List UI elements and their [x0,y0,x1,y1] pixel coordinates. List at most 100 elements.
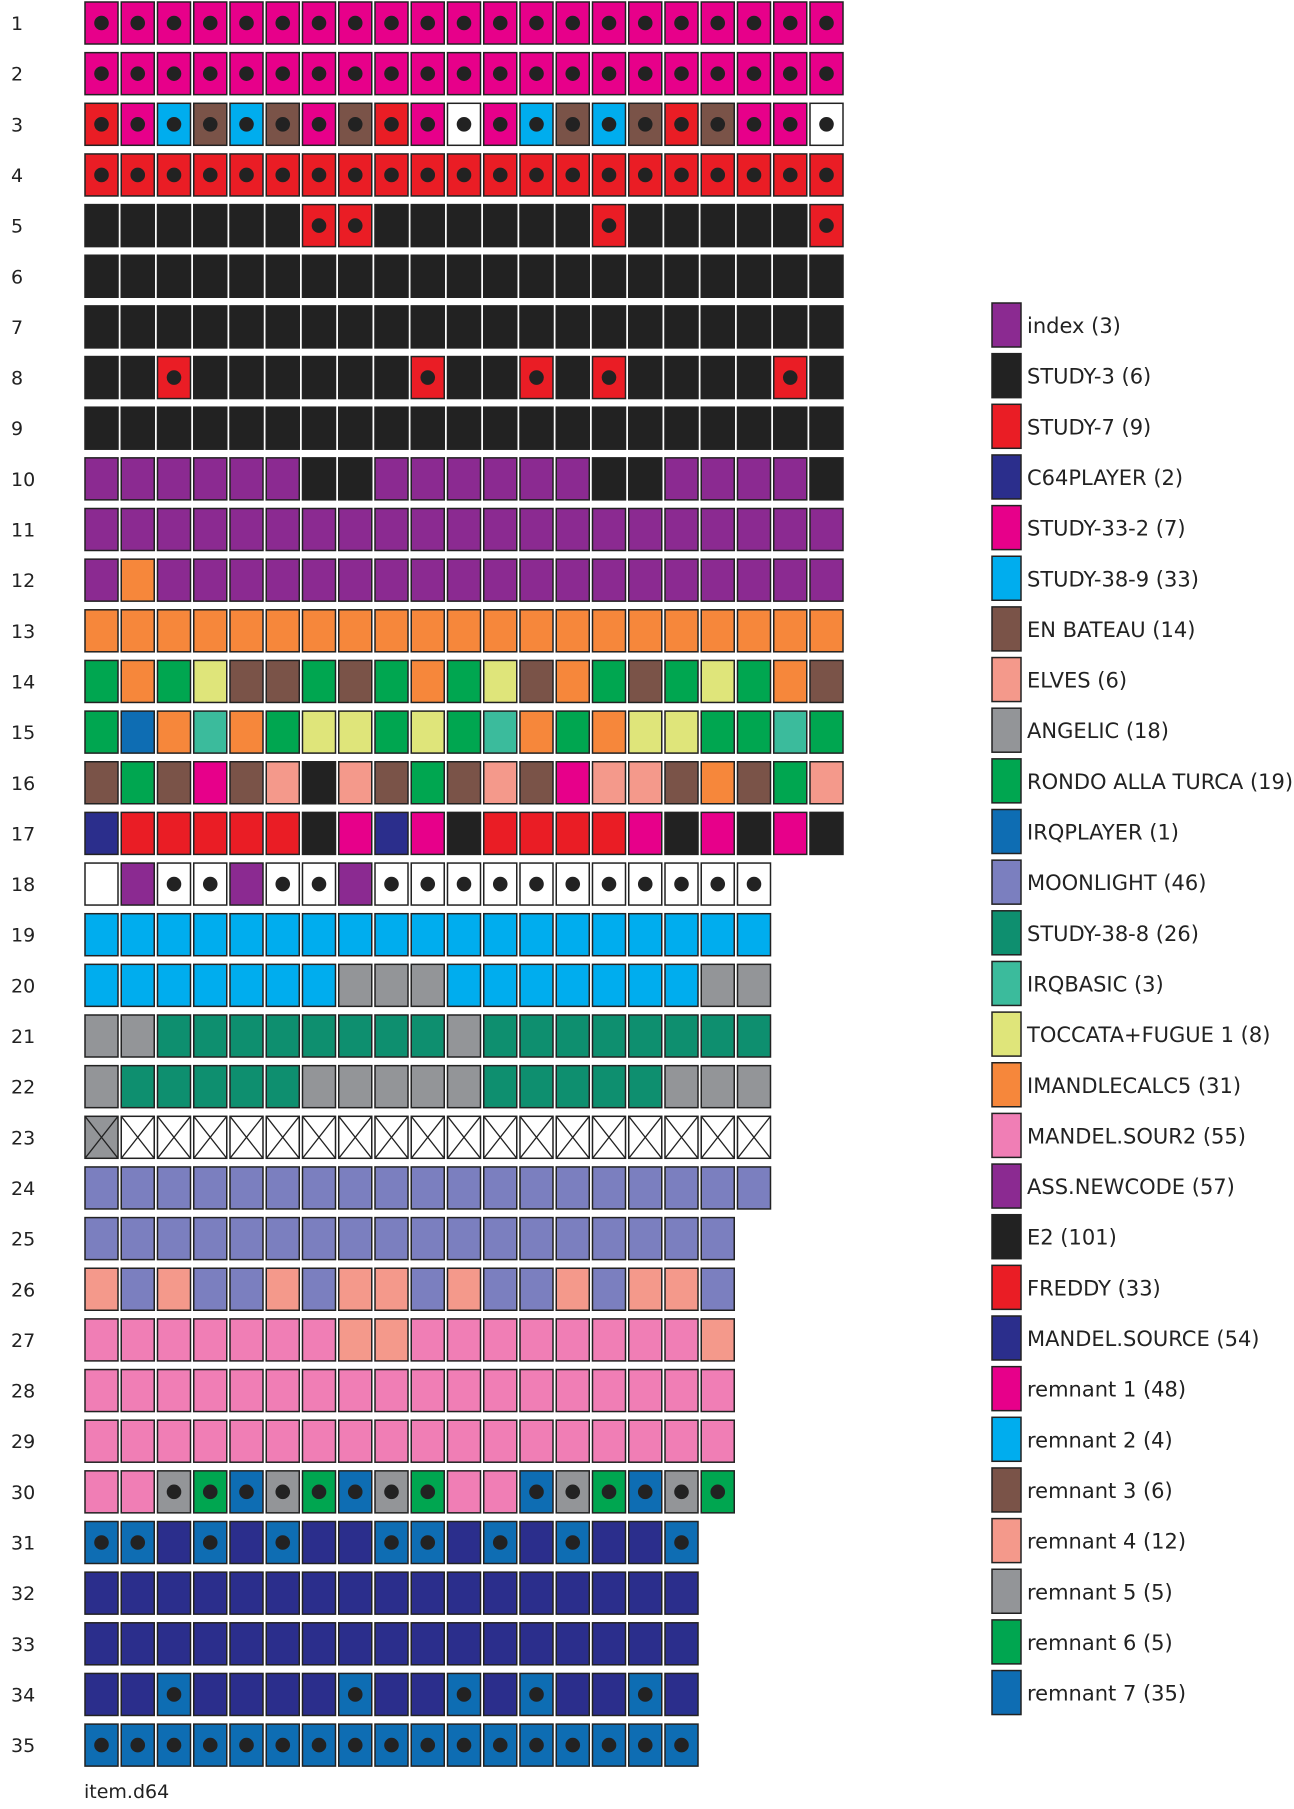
sector-cell [374,1115,409,1160]
sector-e2 [84,355,119,400]
sector-cell [628,1318,663,1362]
sector-cell [555,609,590,653]
sector-cell [120,811,155,856]
sector-cell [700,761,735,805]
sector-cell [664,355,699,400]
sector-moonlight [84,1166,119,1210]
sector-study-38-9 [84,912,119,957]
sector-elves [483,761,518,805]
track-label: 21 [11,1026,35,1048]
sector-e2 [338,254,373,298]
sector-cell [301,1216,337,1261]
sector-cell [193,457,228,501]
sector-cell [483,862,518,906]
sector-e2 [156,305,192,349]
sector-ass-newcode [374,507,409,552]
sector-cell [446,1115,482,1160]
sector-cell [301,1166,337,1210]
sector-cell [338,862,373,906]
sector-cell [229,1166,264,1210]
sector-e2 [84,203,119,248]
sector-cell [700,1216,735,1261]
sector-imandlecalc5 [374,609,409,653]
sector-cell [410,1,445,45]
sector-study-38-9 [483,912,518,957]
sector-remnant-4 [374,1318,409,1362]
sector-cell [446,963,482,1008]
used-marker-icon [311,1737,327,1753]
sector-imandlecalc5 [120,558,155,602]
sector-cell [519,1723,554,1767]
sector-angelic [374,963,409,1008]
sector-cell [736,811,772,856]
legend-item: STUDY-3 (6) [991,352,1151,399]
sector-cell [120,1368,155,1413]
sector-cell [193,1672,228,1717]
used-marker-icon [674,167,689,183]
cross-icon [736,1115,772,1159]
sector-cell [265,1166,300,1210]
sector-e2 [700,406,735,450]
sector-cell [301,1419,337,1463]
sector-cell [700,254,735,298]
sector-rondo-alla-turca [410,761,445,805]
sector-mandel-source [120,1622,155,1666]
sector-cell [265,558,300,602]
sector-cell [156,1115,192,1160]
sector-cell [265,811,300,856]
sector-cell [156,355,192,400]
sector-mandel-source [483,1571,518,1615]
sector-cell [773,457,808,501]
used-marker-icon [819,117,834,132]
sector-ass-newcode [229,507,264,552]
sector-cell [193,153,228,197]
sector-cell [591,1216,627,1261]
sector-remnant-5 [555,1470,590,1514]
used-marker-icon [674,117,689,132]
sector-mandel-source [628,1571,663,1615]
used-marker-icon [601,66,617,81]
sector-angelic [410,963,445,1008]
sector-cell [591,507,627,552]
sector-c64player [374,811,409,856]
legend-label: MANDEL.SOUR2 (55) [1027,1124,1246,1148]
sector-cell [229,609,264,653]
sector-cell [519,1166,554,1210]
sector-cell [483,457,518,501]
sector-moonlight [374,1166,409,1210]
sector-cell [483,1622,518,1666]
sector-cell [338,254,373,298]
sector-cell [700,457,735,501]
sector-moonlight [664,1166,699,1210]
sector-e2 [410,305,445,349]
sector-cell [374,1267,409,1311]
sector-cell [591,609,627,653]
legend-swatch [991,1163,1022,1209]
sector-angelic [84,1014,119,1058]
sector-moonlight [736,1166,772,1210]
sector-moonlight [628,1166,663,1210]
sector-e2 [700,305,735,349]
sector-moonlight [120,1216,155,1261]
sector-remnant-1 [229,51,264,96]
sector-cell [555,710,590,754]
sector-mandel-source [374,1622,409,1666]
sector-study-38-8 [156,1014,192,1058]
sector-remnant-4 [628,1267,663,1311]
sector-e2 [301,355,337,400]
sector-mandel-sour2 [446,1419,482,1463]
sector-ass-newcode [736,457,772,501]
sector-cell [156,1520,192,1565]
sector-cell [301,1723,337,1767]
sector-imandlecalc5 [338,609,373,653]
legend-swatch [991,454,1022,500]
sector-cell [410,811,445,856]
used-marker-icon [130,15,146,31]
sector-cell [374,1571,409,1615]
sector-cell [229,1318,264,1362]
sector-mandel-sour2 [555,1419,590,1463]
sector-cell [736,963,772,1008]
sector-cell [120,912,155,957]
sector-imandlecalc5 [555,659,590,704]
sector-study-38-8 [483,1014,518,1058]
